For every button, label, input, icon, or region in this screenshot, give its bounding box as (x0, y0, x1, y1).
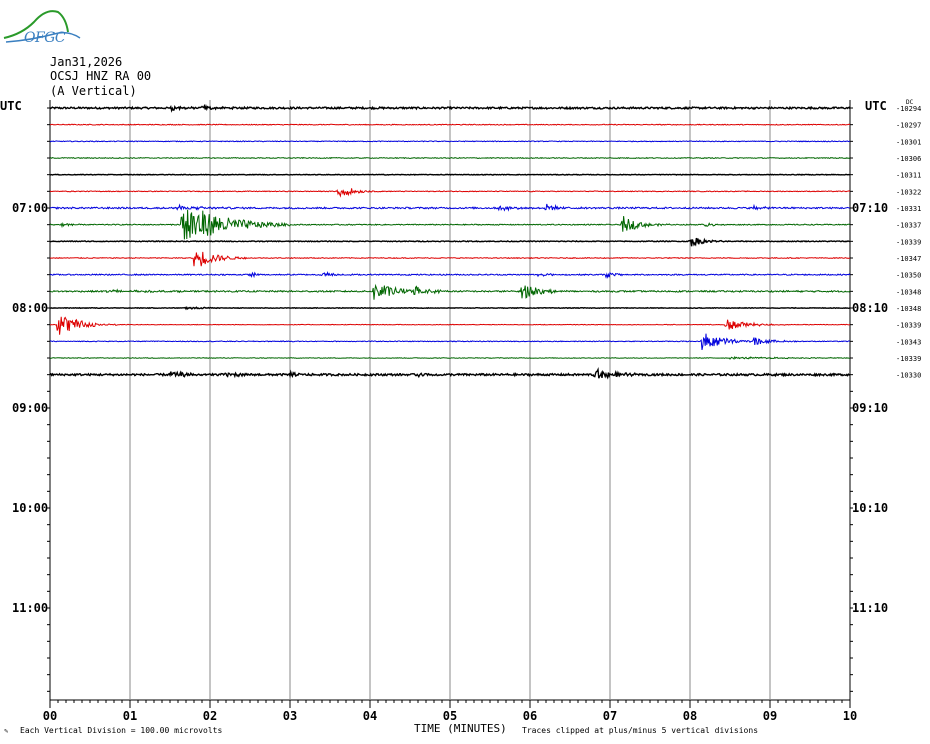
hour-label-left: 07:00 (12, 201, 48, 215)
x-axis-title: TIME (MINUTES) (414, 722, 507, 735)
dc-label: DC (906, 99, 914, 106)
logo-mountain-icon (3, 10, 81, 43)
dc-value-label: -10350 (896, 272, 921, 280)
dc-value-label: -10343 (896, 338, 921, 346)
station-label: OCSJ HNZ RA 00 (50, 69, 152, 83)
dc-value-label: -10339 (896, 238, 921, 246)
trace-row (49, 103, 851, 113)
date-label: Jan31,2026 (50, 55, 123, 69)
x-tick-label: 04 (363, 709, 377, 723)
trace-row (49, 140, 851, 143)
x-tick-label: 01 (123, 709, 137, 723)
trace-row (49, 333, 851, 350)
trace-row (49, 188, 851, 198)
x-tick-label: 02 (203, 709, 217, 723)
x-tick-label: 03 (283, 709, 297, 723)
x-tick-label: 07 (603, 709, 617, 723)
dc-value-label: -10348 (896, 305, 921, 313)
x-tick-label: 08 (683, 709, 697, 723)
dc-value-label: -10331 (896, 205, 921, 213)
dc-value-label: -10348 (896, 288, 921, 296)
dc-value-label: -10311 (896, 172, 921, 180)
hour-label-left: 08:00 (12, 301, 48, 315)
x-tick-label: 10 (843, 709, 857, 723)
trace-row (49, 283, 851, 300)
dc-value-label: -10294 (896, 105, 921, 113)
dc-value-label: -10330 (896, 372, 921, 380)
trace-row (49, 305, 851, 311)
hour-label-left: 11:00 (12, 601, 48, 615)
x-tick-label: 06 (523, 709, 537, 723)
hour-label-right: 10:10 (852, 501, 888, 515)
hour-label-right: 07:10 (852, 201, 888, 215)
clip-note: Traces clipped at plus/minus 5 vertical … (522, 726, 758, 735)
hour-label-right: 08:10 (852, 301, 888, 315)
trace-row (49, 173, 851, 176)
dc-value-label: -10322 (896, 188, 921, 196)
component-label: (A Vertical) (50, 84, 137, 98)
ofgc-logo: OFGC (2, 4, 82, 46)
scale-note: Each Vertical Division = 100.00 microvol… (20, 726, 222, 735)
x-tick-label: 09 (763, 709, 777, 723)
trace-row (49, 209, 851, 240)
utc-label-right: UTC (865, 99, 887, 113)
x-tick-label: 00 (43, 709, 57, 723)
trace-row (49, 237, 851, 247)
logo-text: OFGC (24, 30, 66, 46)
trace-row (49, 123, 851, 126)
trace-row (49, 355, 850, 360)
x-tick-label: 05 (443, 709, 457, 723)
dc-value-label: -10306 (896, 155, 921, 163)
dc-value-label: -10337 (896, 222, 921, 230)
dc-value-label: -10347 (896, 255, 921, 263)
dc-value-label: -10339 (896, 322, 921, 330)
hour-label-left: 10:00 (12, 501, 48, 515)
trace-row (49, 251, 851, 267)
trace-row (49, 270, 851, 279)
dc-value-label: -10301 (896, 138, 921, 146)
trace-row (49, 366, 851, 380)
dc-value-label: -10297 (896, 122, 921, 130)
hour-label-right: 09:10 (852, 401, 888, 415)
hour-label-right: 11:10 (852, 601, 888, 615)
hour-label-left: 09:00 (12, 401, 48, 415)
trace-row (49, 203, 851, 212)
trace-row (49, 316, 851, 335)
scale-icon: ✎ (4, 727, 8, 735)
dc-value-label: -10339 (896, 355, 921, 363)
trace-row (49, 156, 851, 160)
utc-label-left: UTC (0, 99, 22, 113)
